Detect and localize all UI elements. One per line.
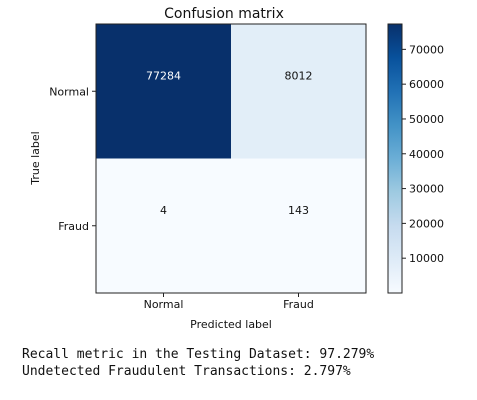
- x-tick-label: Normal: [144, 298, 184, 311]
- metrics-output: Recall metric in the Testing Dataset: 97…: [22, 346, 374, 380]
- confusion-matrix-chart: Confusion matrix 77284 8012 4 143 Normal Fra…: [29, 6, 444, 331]
- cell-value-label: 77284: [146, 69, 181, 82]
- undetected-fraud-text: Undetected Fraudulent Transactions: 2.79…: [22, 364, 351, 379]
- cell-value-label: 8012: [285, 69, 313, 82]
- x-axis: Normal Fraud: [144, 293, 314, 311]
- recall-metric-text: Recall metric in the Testing Dataset: 97…: [22, 347, 375, 362]
- chart-title: Confusion matrix: [164, 6, 284, 22]
- y-axis: Normal Fraud: [49, 85, 96, 233]
- colorbar-tick-label: 20000: [409, 217, 444, 230]
- colorbar-tick-label: 10000: [409, 252, 444, 265]
- y-tick-label: Normal: [49, 85, 89, 98]
- heatmap-cell: [231, 24, 366, 159]
- x-tick-label: Fraud: [283, 298, 314, 311]
- y-axis-label: True label: [29, 131, 42, 185]
- colorbar-tick-label: 30000: [409, 183, 444, 196]
- cell-value-label: 4: [160, 204, 167, 217]
- heatmap-cell: [96, 24, 231, 159]
- colorbar-axis: 10000 20000 30000 40000 50000 60000 70000: [402, 43, 444, 265]
- x-axis-label: Predicted label: [190, 318, 272, 331]
- heatmap-cells: 77284 8012 4 143: [96, 24, 366, 293]
- colorbar: [387, 23, 403, 294]
- colorbar-tick-label: 50000: [409, 113, 444, 126]
- heatmap-cell: [96, 158, 231, 293]
- colorbar-tick-label: 70000: [409, 43, 444, 56]
- plot-frame: [95, 23, 367, 294]
- colorbar-tick-label: 60000: [409, 78, 444, 91]
- y-tick-label: Fraud: [58, 220, 89, 233]
- cell-value-label: 143: [288, 204, 309, 217]
- heatmap-cell: [231, 158, 366, 293]
- colorbar-tick-label: 40000: [409, 148, 444, 161]
